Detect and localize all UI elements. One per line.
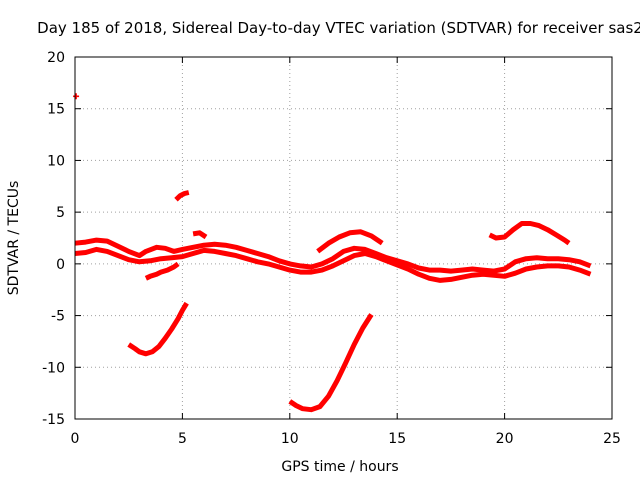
series-arc-morning-high xyxy=(174,190,190,202)
x-tick-label: 0 xyxy=(71,431,80,447)
series-arc-afternoon-hump xyxy=(316,229,384,254)
x-tick-label: 25 xyxy=(603,431,621,447)
y-tick-label: 5 xyxy=(56,205,65,221)
y-tick-label: -15 xyxy=(42,412,65,428)
y-axis-label: SDTVAR / TECUs xyxy=(6,181,22,296)
axis-ticks: 0 5 10 15 20 25 -15 -10 -5 0 5 10 15 20 xyxy=(42,50,621,447)
y-tick-label: 15 xyxy=(47,102,65,118)
plot-frame xyxy=(74,56,613,420)
y-tick-label: 20 xyxy=(47,50,65,66)
series-arc-midday-dip xyxy=(288,313,374,413)
data-series xyxy=(73,93,592,413)
y-tick-label: 10 xyxy=(47,153,65,169)
y-tick-label: -5 xyxy=(51,309,65,325)
series-band-main-lower xyxy=(74,246,592,283)
series-arc-morning-bump xyxy=(192,230,208,240)
x-tick-label: 5 xyxy=(178,431,187,447)
y-tick-label: -10 xyxy=(42,360,65,376)
series-band-main-upper xyxy=(74,237,592,274)
series-arc-evening-hump xyxy=(488,221,571,246)
x-tick-label: 15 xyxy=(388,431,406,447)
series-arc-night-lower xyxy=(144,261,180,281)
x-tick-label: 20 xyxy=(496,431,514,447)
x-tick-label: 10 xyxy=(281,431,299,447)
series-outlier-point xyxy=(73,93,80,100)
x-axis-label: GPS time / hours xyxy=(281,459,398,475)
chart-title: Day 185 of 2018, Sidereal Day-to-day VTE… xyxy=(37,19,640,37)
series-arc-early-morning-dip xyxy=(127,301,189,357)
y-tick-label: 0 xyxy=(56,257,65,273)
